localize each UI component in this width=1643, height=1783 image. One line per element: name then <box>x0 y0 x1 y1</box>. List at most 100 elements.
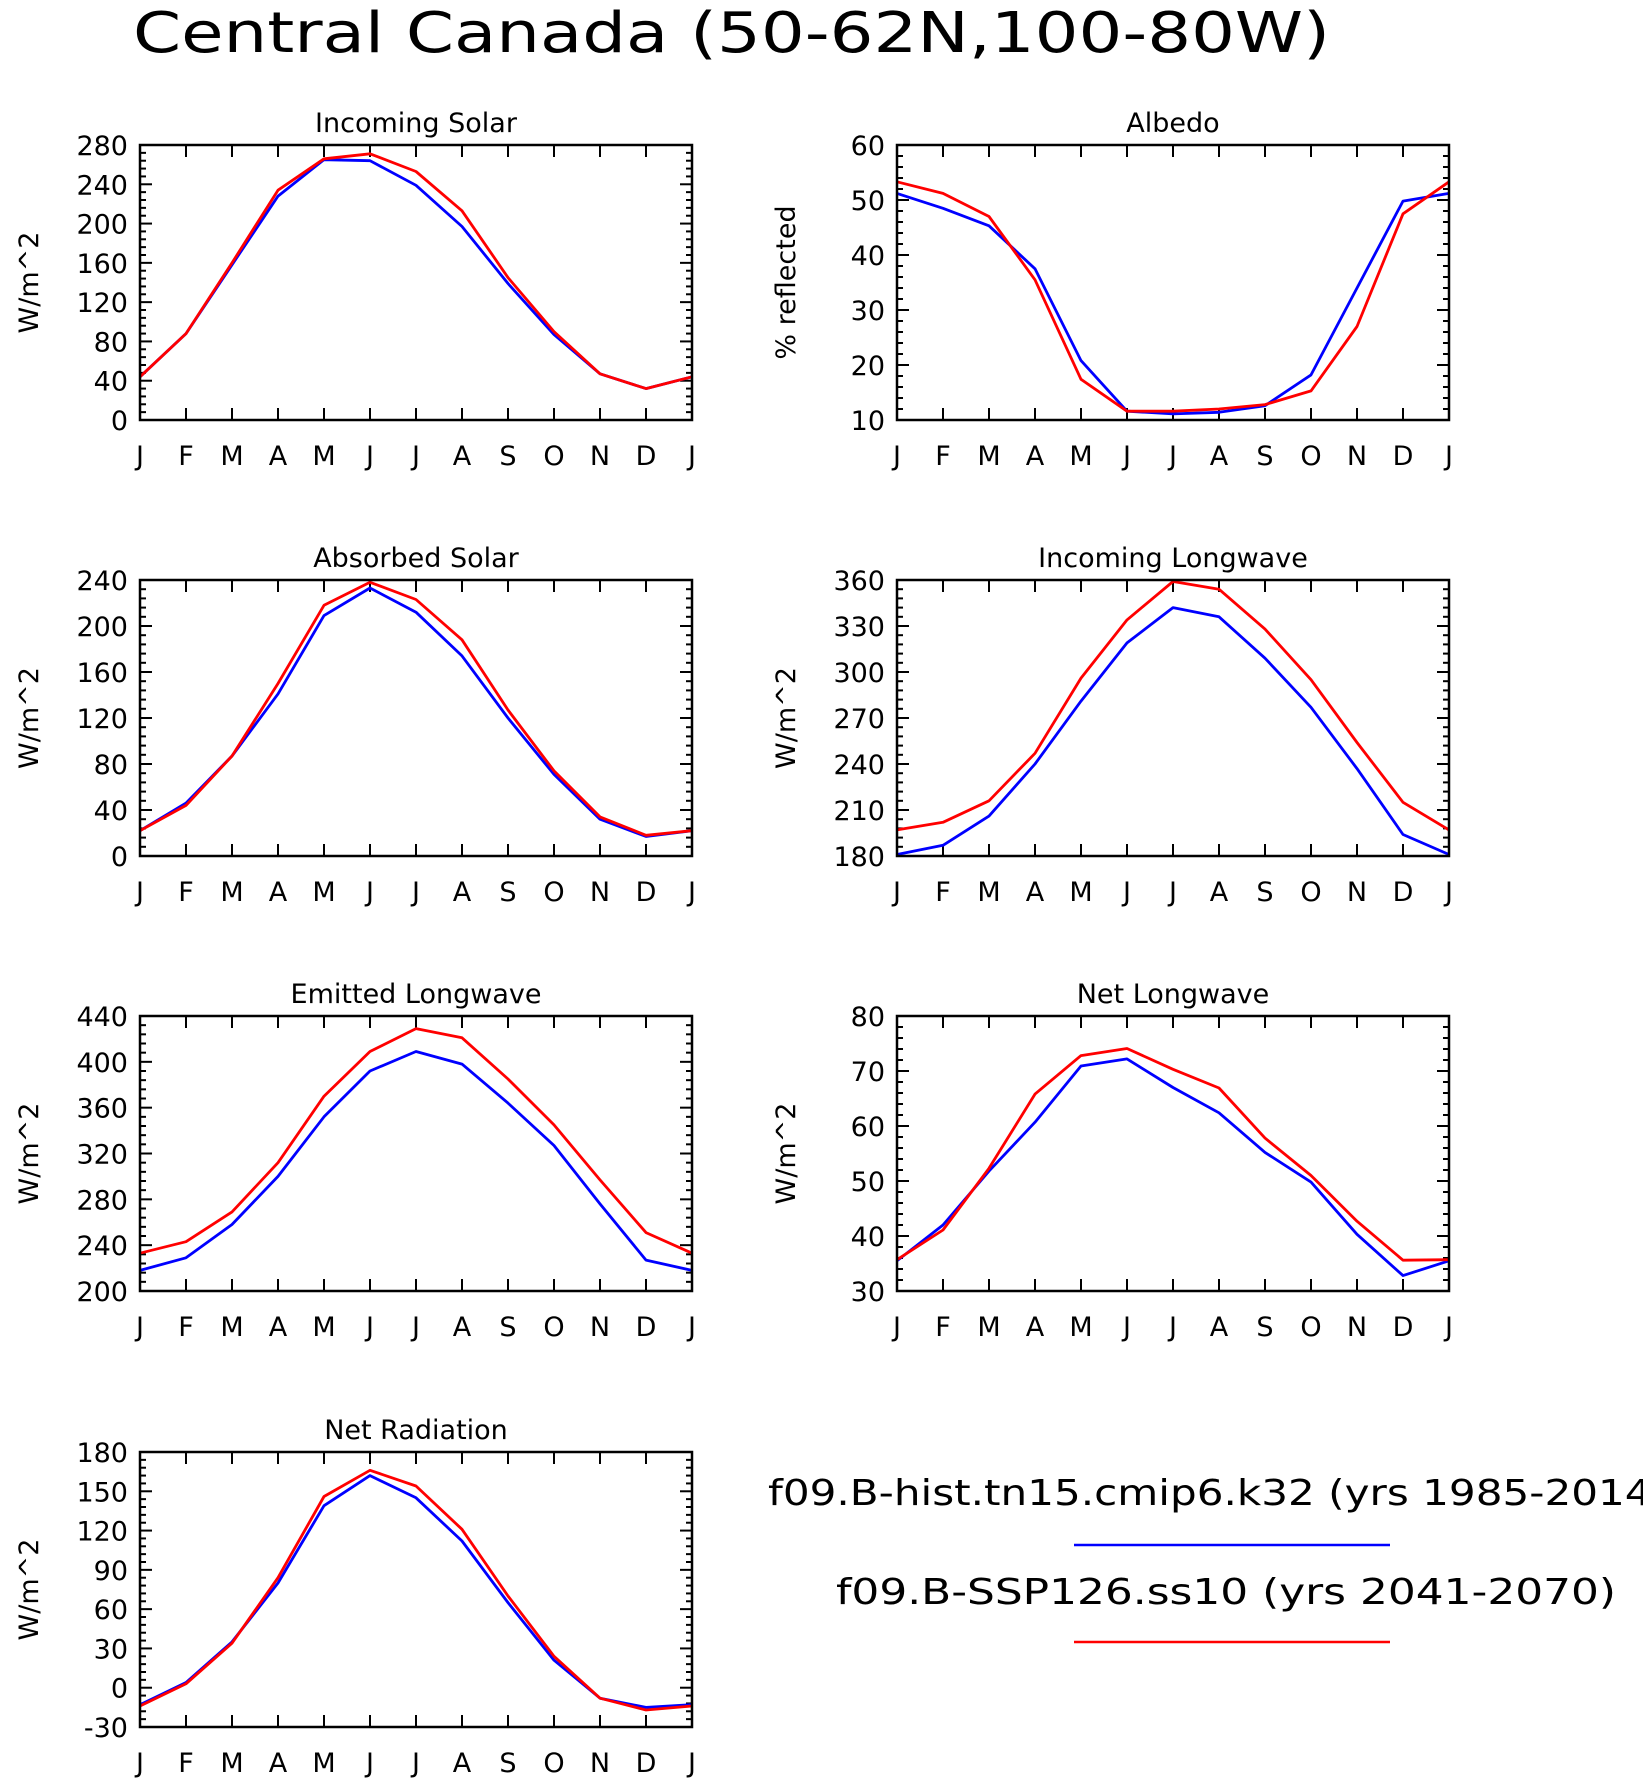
y-tick-label: 60 <box>851 1112 885 1143</box>
plot-frame <box>895 1014 1451 1293</box>
x-tick-label: M <box>1069 441 1092 472</box>
panel-title: Net Radiation <box>324 1415 508 1446</box>
x-tick-label: O <box>543 1748 564 1779</box>
y-tick-label: 240 <box>833 750 885 781</box>
y-tick-label: 150 <box>76 1477 128 1508</box>
x-tick-label: S <box>499 1748 516 1779</box>
y-tick-label: 360 <box>833 566 885 597</box>
x-tick-label: F <box>178 1312 194 1343</box>
y-tick-label: 30 <box>94 1634 128 1665</box>
y-axis-label: W/m^2 <box>14 667 45 769</box>
series-line-hist <box>139 586 693 838</box>
plot-frame <box>138 1014 694 1293</box>
y-tick-label: 90 <box>94 1556 128 1587</box>
x-tick-label: J <box>410 1312 420 1343</box>
x-tick-label: M <box>1069 1312 1092 1343</box>
x-tick-label: J <box>1167 1312 1177 1343</box>
y-tick-label: -30 <box>84 1713 128 1744</box>
x-tick-label: J <box>1167 441 1177 472</box>
series-line-hist <box>139 1050 693 1272</box>
x-tick-label: J <box>410 441 420 472</box>
ticks <box>139 1015 693 1292</box>
x-tick-label: J <box>686 441 696 472</box>
x-tick-label: M <box>1069 877 1092 908</box>
x-tick-label: D <box>636 1748 657 1779</box>
x-tick-label: J <box>1121 441 1131 472</box>
x-tick-label: A <box>1210 1312 1229 1343</box>
y-tick-label: 80 <box>94 327 128 358</box>
x-tick-label: A <box>1026 877 1045 908</box>
panel-title: Incoming Solar <box>315 108 518 139</box>
x-tick-label: F <box>935 1312 951 1343</box>
y-tick-label: 50 <box>851 1167 885 1198</box>
series-line-ssp <box>139 152 693 391</box>
series-line-hist <box>896 192 1450 416</box>
panel-title: Net Longwave <box>1077 979 1270 1010</box>
y-tick-label: 440 <box>76 1002 128 1033</box>
x-tick-label: D <box>1393 1312 1414 1343</box>
x-tick-label: J <box>686 877 696 908</box>
y-axis-label: W/m^2 <box>14 1539 45 1641</box>
x-tick-label: M <box>220 1312 243 1343</box>
x-tick-label: D <box>1393 877 1414 908</box>
y-tick-label: 80 <box>94 750 128 781</box>
x-tick-label: M <box>220 441 243 472</box>
series-line-ssp <box>139 1468 693 1712</box>
panel-title: Emitted Longwave <box>291 979 542 1010</box>
plot-frame <box>895 143 1451 422</box>
x-tick-label: F <box>178 1748 194 1779</box>
x-tick-label: A <box>1026 441 1045 472</box>
x-tick-label: J <box>410 877 420 908</box>
x-tick-label: J <box>891 441 901 472</box>
x-tick-label: J <box>364 1748 374 1779</box>
x-tick-label: S <box>1256 1312 1273 1343</box>
panel-5: Emitted Longwave W/m^2 200 240 280 320 360 400 4… <box>14 979 696 1343</box>
panel-title: Absorbed Solar <box>313 543 519 574</box>
legend: f09.B-hist.tn15.cmip6.k32 (yrs 1985-2014… <box>768 1473 1643 1644</box>
y-tick-label: 70 <box>851 1057 885 1088</box>
y-tick-label: 50 <box>851 186 885 217</box>
x-tick-label: D <box>1393 441 1414 472</box>
x-tick-label: A <box>1210 877 1229 908</box>
x-tick-label: M <box>977 441 1000 472</box>
x-tick-label: J <box>1443 441 1453 472</box>
y-tick-label: 0 <box>111 1674 128 1705</box>
x-tick-label: J <box>364 441 374 472</box>
x-tick-label: J <box>410 1748 420 1779</box>
x-tick-label: F <box>178 441 194 472</box>
x-tick-label: J <box>364 877 374 908</box>
x-tick-label: S <box>499 441 516 472</box>
y-tick-label: 20 <box>851 351 885 382</box>
x-tick-label: D <box>636 1312 657 1343</box>
panels: Incoming SolarW/m^204080120160200240280J… <box>14 108 1453 1779</box>
plot-frame <box>138 578 694 858</box>
plot-frame <box>138 1450 694 1729</box>
x-tick-label: J <box>134 1748 144 1779</box>
x-tick-label: A <box>453 441 472 472</box>
x-tick-label: M <box>312 441 335 472</box>
y-tick-label: 80 <box>851 1002 885 1033</box>
y-tick-label: 240 <box>76 1231 128 1262</box>
y-tick-label: 30 <box>851 1277 885 1308</box>
x-tick-label: D <box>636 441 657 472</box>
x-tick-label: A <box>453 877 472 908</box>
x-tick-label: O <box>1300 877 1321 908</box>
x-tick-label: N <box>1347 441 1367 472</box>
x-tick-label: F <box>935 441 951 472</box>
x-tick-label: S <box>499 1312 516 1343</box>
ticks <box>896 144 1450 421</box>
y-tick-label: 180 <box>833 842 885 873</box>
x-tick-label: M <box>312 1312 335 1343</box>
y-tick-label: 120 <box>76 704 128 735</box>
y-tick-label: 280 <box>76 131 128 162</box>
x-tick-label: S <box>1256 877 1273 908</box>
x-tick-label: D <box>636 877 657 908</box>
x-tick-label: M <box>977 1312 1000 1343</box>
panel-1: Incoming Solar W/m^2 0 40 80 120 160 200 240 280 J… <box>14 108 696 472</box>
y-tick-label: 40 <box>851 1222 885 1253</box>
x-tick-label: M <box>220 1748 243 1779</box>
series-line-ssp <box>139 580 693 837</box>
